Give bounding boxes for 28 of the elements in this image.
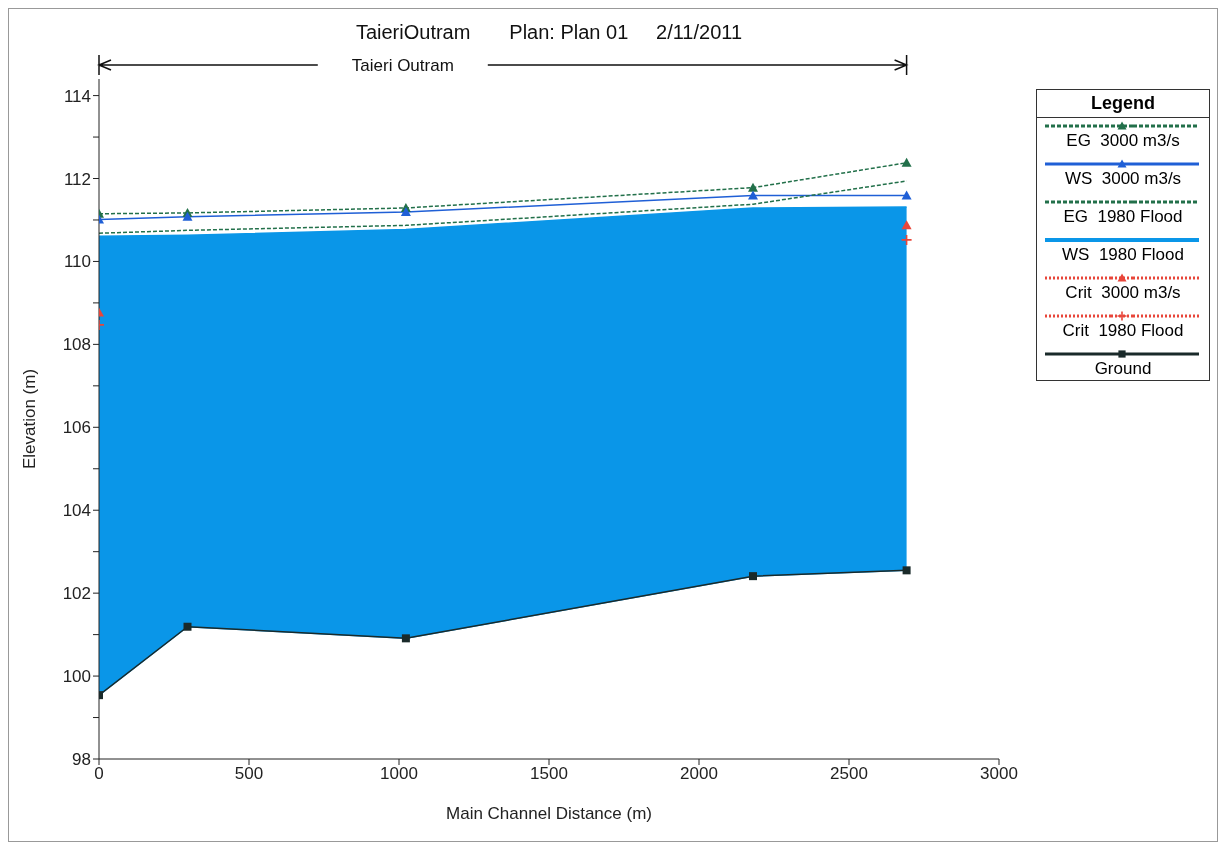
text: Taieri Outram <box>351 56 454 75</box>
x-tick-label: 1500 <box>530 764 568 784</box>
legend-label: WS 3000 m3/s <box>1063 169 1183 190</box>
x-tick-label: 2500 <box>830 764 868 784</box>
x-tick-label: 3000 <box>980 764 1018 784</box>
y-tick-label: 104 <box>62 501 91 521</box>
chart-title: TaieriOutram Plan: Plan 01 2/11/2011 <box>354 21 744 44</box>
y-axis-title: Elevation (m) <box>20 368 40 470</box>
legend-label: EG 1980 Flood <box>1062 207 1184 228</box>
y-tick-label: 98 <box>72 750 91 770</box>
y-tick-label: 108 <box>62 335 91 355</box>
legend-label: EG 3000 m3/s <box>1065 131 1181 152</box>
y-tick-label: 102 <box>62 584 91 604</box>
legend-label: Ground <box>1093 359 1153 380</box>
x-tick-label: 0 <box>94 764 104 784</box>
legend-label: WS 1980 Flood <box>1061 245 1185 266</box>
y-tick-label: 110 <box>63 252 91 272</box>
legend-label: Crit 1980 Flood <box>1061 321 1185 342</box>
x-axis-title: Main Channel Distance (m) <box>446 804 652 823</box>
legend-title: Legend <box>1037 90 1209 118</box>
x-tick-label: 500 <box>234 764 264 784</box>
y-tick-label: 106 <box>62 418 91 438</box>
legend-label: Crit 3000 m3/s <box>1064 283 1182 304</box>
y-tick-label: 112 <box>63 169 91 189</box>
x-tick-label: 1000 <box>380 764 418 784</box>
y-tick-label: 114 <box>63 86 91 106</box>
x-tick-label: 2000 <box>680 764 718 784</box>
y-tick-label: 100 <box>62 667 91 687</box>
